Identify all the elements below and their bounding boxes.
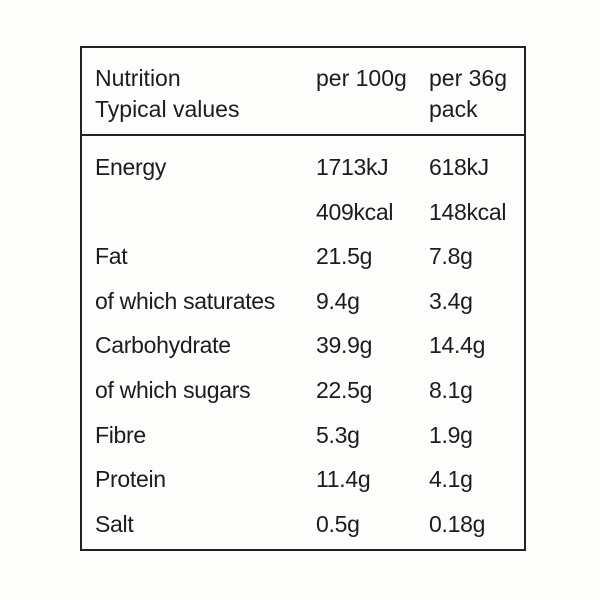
row-perpack: 7.8g: [429, 243, 473, 270]
row-per100: 0.5g: [316, 510, 360, 537]
row-label: Fibre: [95, 421, 146, 448]
row-perpack: 4.1g: [429, 466, 473, 493]
row-label: Energy: [95, 154, 167, 180]
header-perpack-line2: pack: [429, 96, 478, 122]
row-label: Carbohydrate: [95, 332, 231, 359]
table-row-protein: Protein 11.4g 4.1g: [82, 464, 524, 509]
table-row-saturates: of which saturates 9.4g 3.4g: [82, 286, 524, 331]
table-row-carbohydrate: Carbohydrate 39.9g 14.4g: [82, 330, 524, 375]
row-label: of which sugars: [95, 376, 251, 403]
row-perpack: 148kcal: [429, 198, 507, 225]
row-per100: 409kcal: [316, 198, 394, 225]
header-per100: per 100g: [316, 65, 407, 91]
row-perpack: 1.9g: [429, 421, 473, 448]
row-label: of which saturates: [95, 287, 275, 314]
row-per100: 1713kJ: [316, 154, 389, 180]
row-per100: 22.5g: [316, 376, 373, 403]
table-row-sugars: of which sugars 22.5g 8.1g: [82, 375, 524, 420]
row-per100: 9.4g: [316, 287, 360, 314]
header-perpack-line1: per 36g: [429, 65, 508, 91]
table-row-fibre: Fibre 5.3g 1.9g: [82, 420, 524, 465]
row-per100: 21.5g: [316, 243, 373, 270]
table-row-energy-kcal: 409kcal 148kcal: [82, 197, 524, 242]
row-perpack: 14.4g: [429, 332, 486, 359]
row-label: Protein: [95, 466, 166, 493]
header-label: Nutrition Typical values: [95, 63, 239, 125]
header-perpack: per 36g pack: [429, 63, 507, 125]
row-label: Salt: [95, 510, 134, 537]
row-perpack: 0.18g: [429, 510, 486, 537]
header-label-line1: Nutrition: [95, 65, 181, 91]
row-per100: 11.4g: [316, 466, 371, 493]
nutrition-table: Nutrition Typical values per 100g per 36…: [80, 46, 526, 551]
row-perpack: 3.4g: [429, 287, 473, 314]
row-per100: 5.3g: [316, 421, 360, 448]
table-row-fat: Fat 21.5g 7.8g: [82, 241, 524, 286]
row-perpack: 8.1g: [429, 376, 473, 403]
row-per100: 39.9g: [316, 332, 373, 359]
row-label: Fat: [95, 243, 128, 270]
table-header: Nutrition Typical values per 100g per 36…: [82, 48, 524, 136]
row-perpack: 618kJ: [429, 154, 489, 180]
table-row-salt: Salt 0.5g 0.18g: [82, 509, 524, 554]
table-row-energy-kj: Energy 1713kJ 618kJ: [82, 152, 524, 197]
table-body: Energy 1713kJ 618kJ 409kcal 148kcal Fat …: [82, 152, 524, 553]
header-label-line2: Typical values: [95, 96, 240, 122]
